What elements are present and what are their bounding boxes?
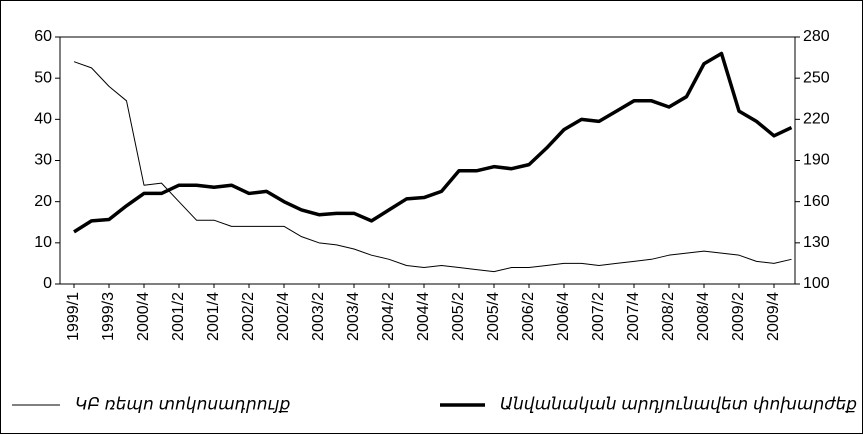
y-tick-label: 30	[34, 152, 52, 169]
x-tick-label: 2001/2	[170, 292, 187, 341]
x-tick-label: 2009/4	[765, 292, 782, 341]
y-tick-label: 50	[34, 69, 52, 86]
x-tick-label: 2008/4	[695, 292, 712, 341]
x-tick-label: 2006/4	[555, 292, 572, 341]
x-tick-label: 2006/2	[520, 292, 537, 341]
x-tick-label: 2003/2	[310, 292, 327, 341]
y2-tick-label: 100	[803, 275, 830, 292]
y-tick-label: 20	[34, 193, 52, 210]
y2-tick-label: 250	[803, 69, 830, 86]
y-tick-label: 40	[34, 111, 52, 128]
legend-label: Անվանական արդյունավետ փոխարժեք	[500, 394, 857, 413]
y2-tick-label: 280	[803, 28, 830, 45]
x-tick-label: 2005/4	[485, 292, 502, 341]
legend-label: ԿԲ ռեպո տոկոսադրույք	[75, 394, 291, 413]
y2-tick-label: 190	[803, 152, 830, 169]
x-tick-label: 2002/2	[240, 292, 257, 341]
x-tick-label: 1999/1	[65, 292, 82, 341]
x-tick-label: 2003/4	[345, 292, 362, 341]
x-tick-label: 2005/2	[450, 292, 467, 341]
x-tick-label: 2004/4	[415, 292, 432, 341]
x-tick-label: 2000/4	[135, 292, 152, 341]
series-line	[73, 51, 793, 234]
y-tick-label: 10	[34, 234, 52, 251]
x-tick-label: 2009/2	[730, 292, 747, 341]
x-tick-label: 1999/3	[100, 292, 117, 341]
x-tick-label: 2002/4	[275, 292, 292, 341]
x-tick-label: 2001/4	[205, 292, 222, 341]
x-tick-label: 2007/2	[590, 292, 607, 341]
x-tick-label: 2007/4	[625, 292, 642, 341]
series-line	[73, 61, 792, 273]
y2-tick-label: 160	[803, 193, 830, 210]
y2-tick-label: 220	[803, 111, 830, 128]
y-tick-label: 60	[34, 28, 52, 45]
y2-tick-label: 130	[803, 234, 830, 251]
y-tick-label: 0	[43, 275, 52, 292]
x-tick-label: 2004/2	[380, 292, 397, 341]
x-tick-label: 2008/2	[660, 292, 677, 341]
